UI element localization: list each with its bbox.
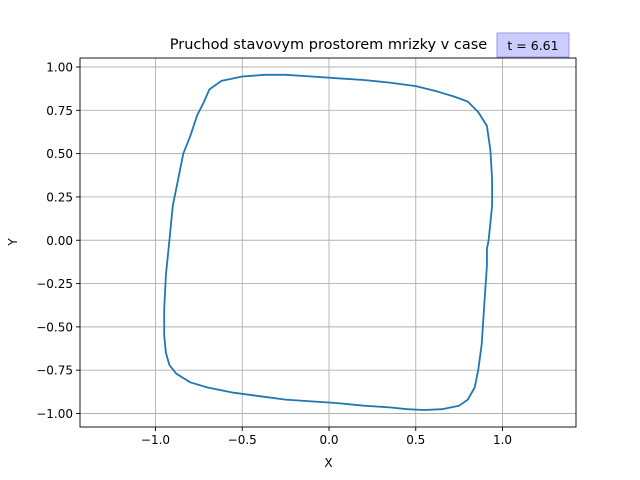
time-annotation: t = 6.61 — [496, 32, 570, 58]
y-tick-label: 0.00 — [46, 234, 73, 248]
y-tick-label: −1.00 — [36, 407, 73, 421]
x-axis-label: X — [324, 456, 332, 470]
x-tick-label: −0.5 — [228, 433, 257, 447]
x-tick-label: −1.0 — [141, 433, 170, 447]
y-tick-label: −0.75 — [36, 364, 73, 378]
x-axis-ticks: −1.0 −0.5 0.0 0.5 1.0 — [141, 427, 512, 447]
time-annotation-box — [496, 32, 570, 58]
grid-lines — [80, 58, 576, 427]
plot-frame — [79, 57, 577, 428]
y-tick-label: 0.25 — [46, 190, 73, 204]
y-tick-label: 0.75 — [46, 104, 73, 118]
y-axis-ticks: 1.00 0.75 0.50 0.25 0.00 −0.25 −0.50 −0.75 −1.00 — [36, 61, 80, 421]
time-annotation-text: t = 6.61 — [507, 38, 558, 53]
y-axis-label: Y — [6, 238, 20, 247]
series-line — [163, 73, 493, 411]
x-tick-label: 0.5 — [406, 433, 425, 447]
y-tick-label: 0.50 — [46, 147, 73, 161]
y-tick-label: −0.25 — [36, 277, 73, 291]
x-tick-label: 1.0 — [493, 433, 512, 447]
y-tick-label: 1.00 — [46, 61, 73, 75]
y-tick-label: −0.50 — [36, 320, 73, 334]
chart-title: Pruchod stavovym prostorem mrizky v case — [170, 37, 487, 53]
x-tick-label: 0.0 — [319, 433, 338, 447]
